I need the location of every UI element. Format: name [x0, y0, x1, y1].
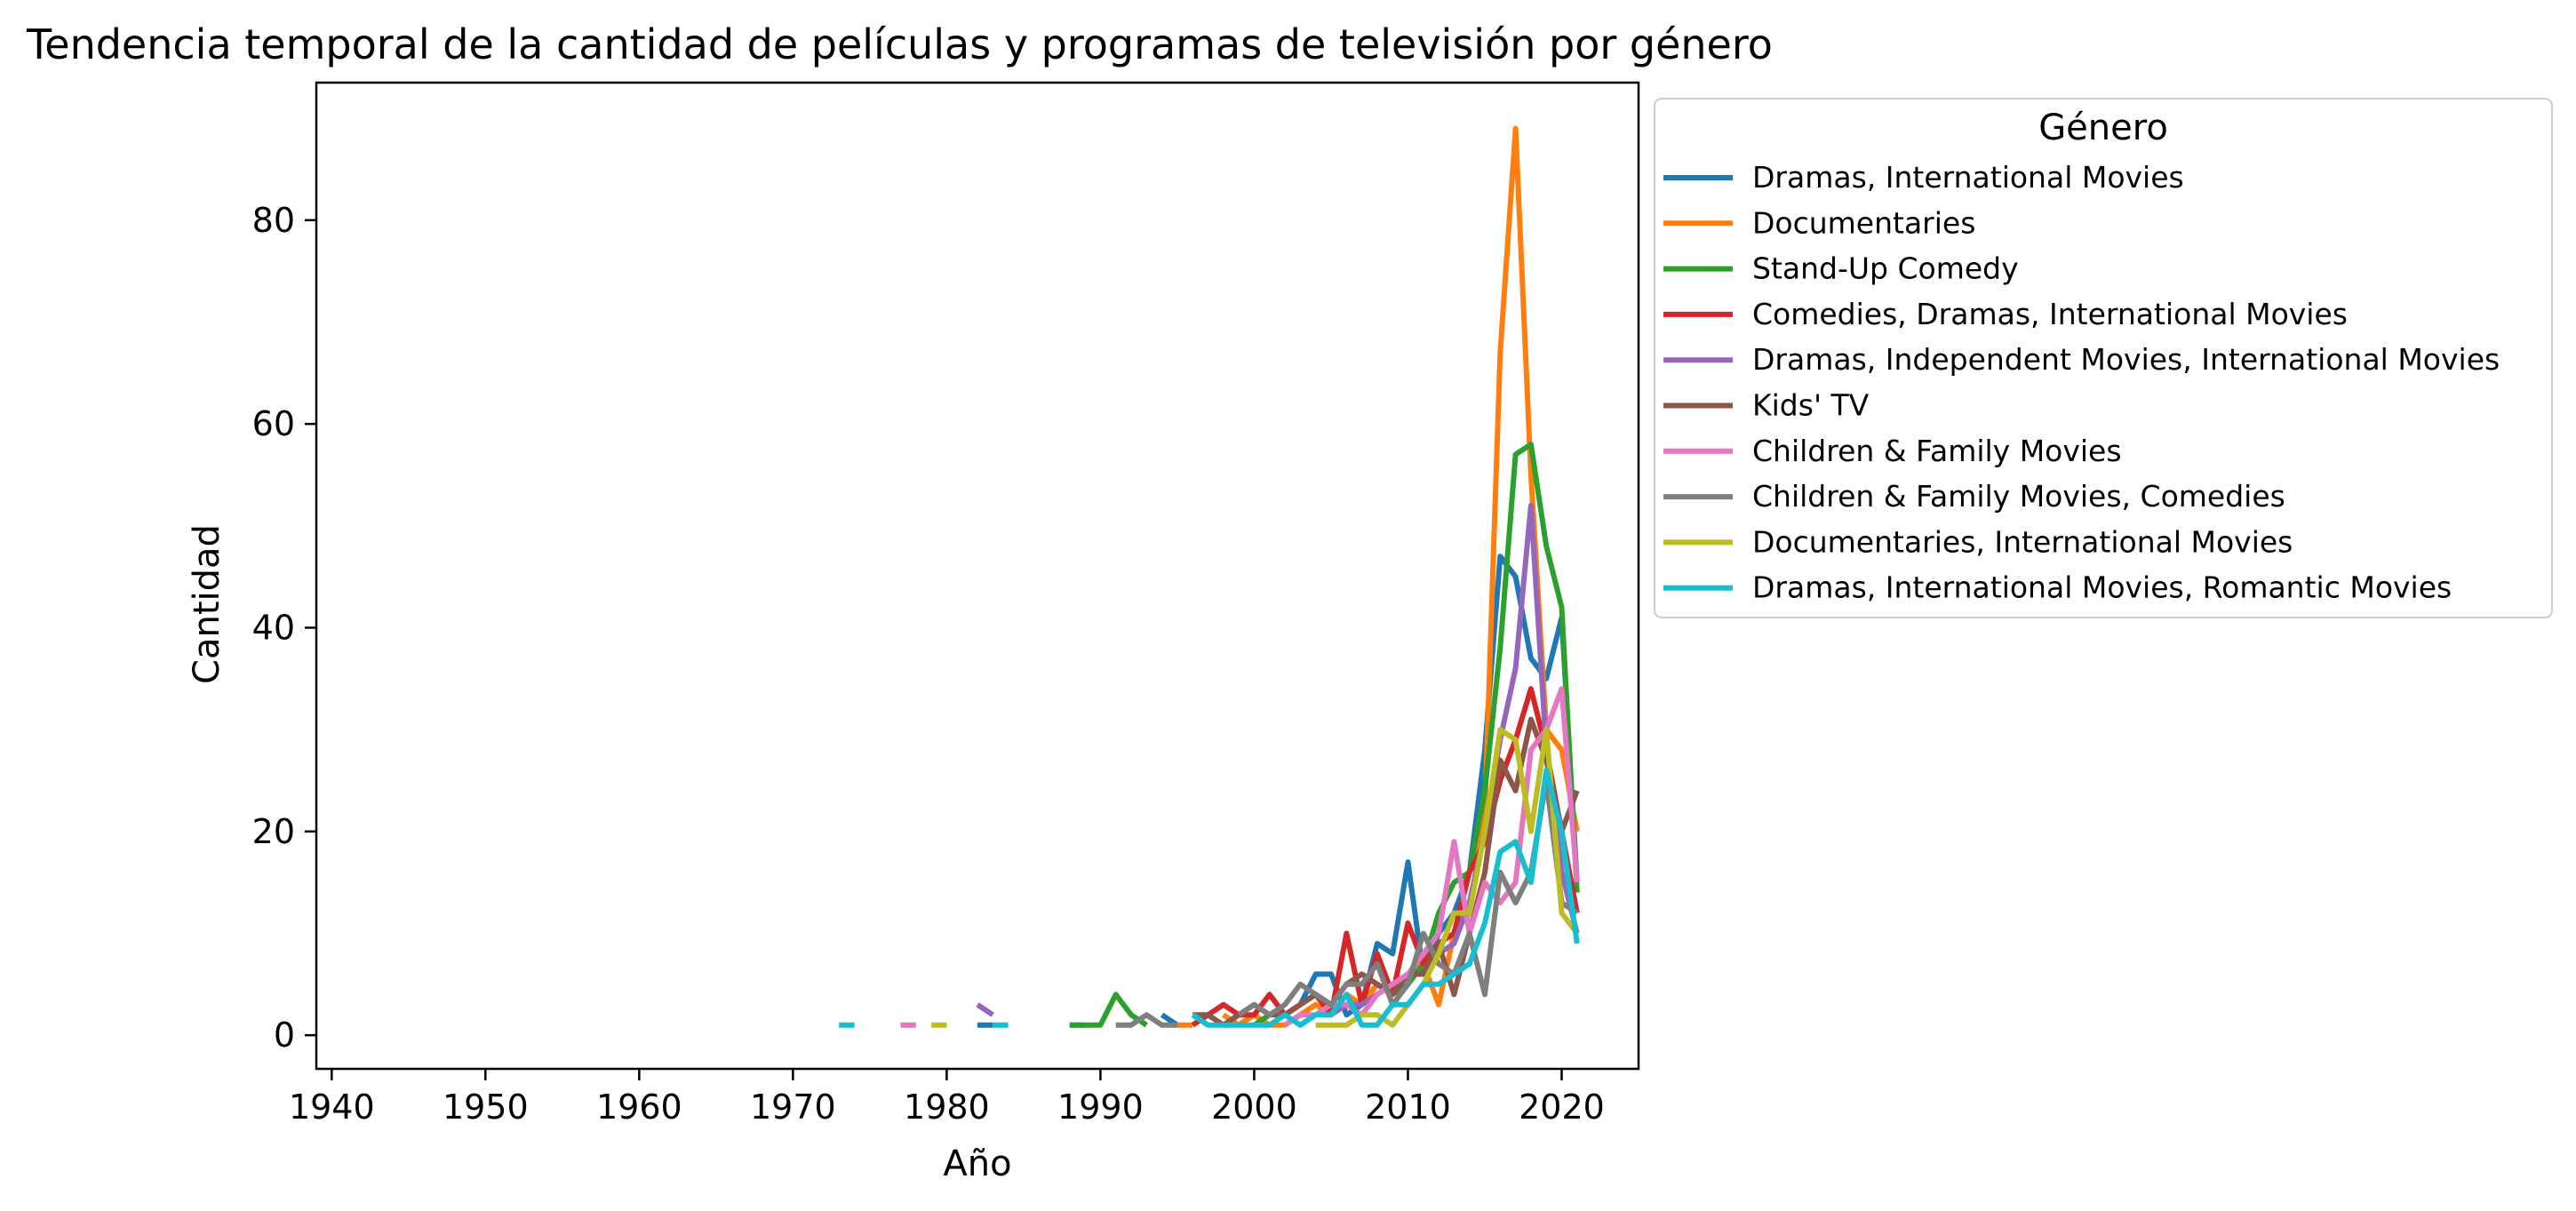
series-line-4 — [1191, 686, 1580, 1028]
x-tick-label: 1970 — [750, 1088, 836, 1127]
y-tick-label: 60 — [252, 404, 295, 443]
legend-label: Dramas, International Movies, Romantic M… — [1752, 570, 2452, 605]
y-tick-label: 80 — [252, 201, 295, 240]
x-tick-label: 1960 — [596, 1088, 682, 1127]
x-tick-label: 2020 — [1519, 1088, 1605, 1127]
y-axis: 0 20 40 60 80 — [252, 201, 316, 1055]
chart-title: Tendencia temporal de la cantidad de pel… — [26, 20, 1773, 68]
x-axis-label: Año — [943, 1143, 1011, 1184]
plot-series — [839, 125, 1580, 1028]
legend-label: Comedies, Dramas, International Movies — [1752, 297, 2348, 331]
legend-label: Dramas, Independent Movies, Internationa… — [1752, 342, 2500, 377]
y-axis-label: Cantidad — [187, 524, 227, 684]
series-line-8 — [1115, 777, 1579, 1028]
legend-label: Documentaries, International Movies — [1752, 524, 2293, 559]
legend-label: Children & Family Movies — [1752, 434, 2122, 468]
plot-frame — [315, 81, 1640, 1071]
x-tick-label: 1940 — [289, 1088, 375, 1127]
y-tick-label: 20 — [252, 812, 295, 851]
legend-label: Stand-Up Comedy — [1752, 251, 2019, 286]
legend-title: Género — [2038, 108, 2168, 148]
x-axis: 1940 1950 1960 1970 1980 1990 2000 2010 2020 — [289, 1069, 1605, 1127]
x-tick-label: 1990 — [1057, 1088, 1144, 1127]
x-tick-label: 2010 — [1365, 1088, 1451, 1127]
legend-label: Dramas, International Movies — [1752, 160, 2184, 195]
legend-items: Dramas, International Movies Documentarie… — [1663, 160, 2500, 605]
legend-box — [1654, 98, 2553, 618]
legend-label: Kids' TV — [1752, 388, 1870, 423]
legend-label: Documentaries — [1752, 205, 1975, 240]
series-line-10 — [839, 768, 1580, 1028]
legend: Género Dramas, International Movies Docum… — [1654, 98, 2553, 618]
legend-label: Children & Family Movies, Comedies — [1752, 479, 2285, 514]
x-tick-label: 1950 — [443, 1088, 529, 1127]
y-tick-label: 40 — [252, 608, 295, 647]
y-tick-label: 0 — [274, 1016, 295, 1055]
x-tick-label: 2000 — [1211, 1088, 1297, 1127]
x-tick-label: 1980 — [904, 1088, 990, 1127]
